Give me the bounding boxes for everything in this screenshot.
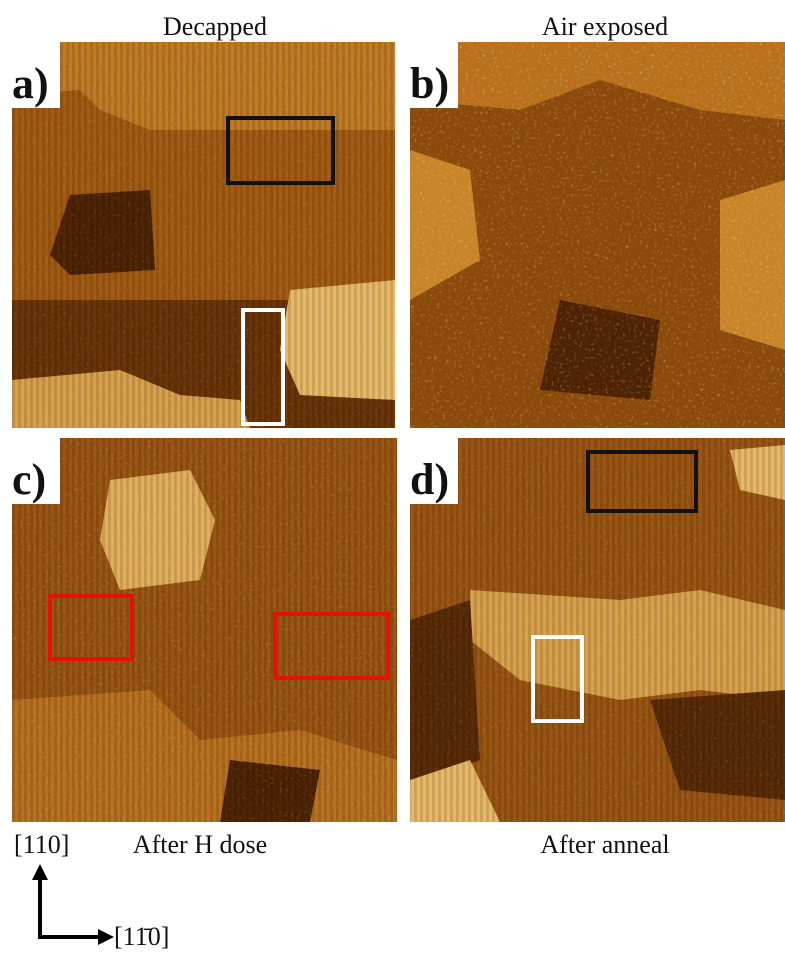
panel-label: c) <box>12 455 46 504</box>
direction-label: [110] <box>14 830 69 859</box>
figure: a) b) c) d) Decapped Air exposed After H… <box>0 0 785 953</box>
stm-image-d <box>410 438 785 822</box>
stm-image-b <box>410 42 785 428</box>
direction-arrows <box>32 864 114 945</box>
panel-caption: After H dose <box>133 830 267 859</box>
panel-label: b) <box>410 59 449 108</box>
panel-label: d) <box>410 455 449 504</box>
panel-label: a) <box>12 59 49 108</box>
stm-image-c <box>12 438 397 822</box>
panel-caption: Decapped <box>163 12 267 41</box>
panel-caption: After anneal <box>540 830 669 859</box>
stm-image-a <box>12 42 395 428</box>
direction-label: [11̄0] <box>114 922 169 951</box>
panel-caption: Air exposed <box>542 12 668 41</box>
